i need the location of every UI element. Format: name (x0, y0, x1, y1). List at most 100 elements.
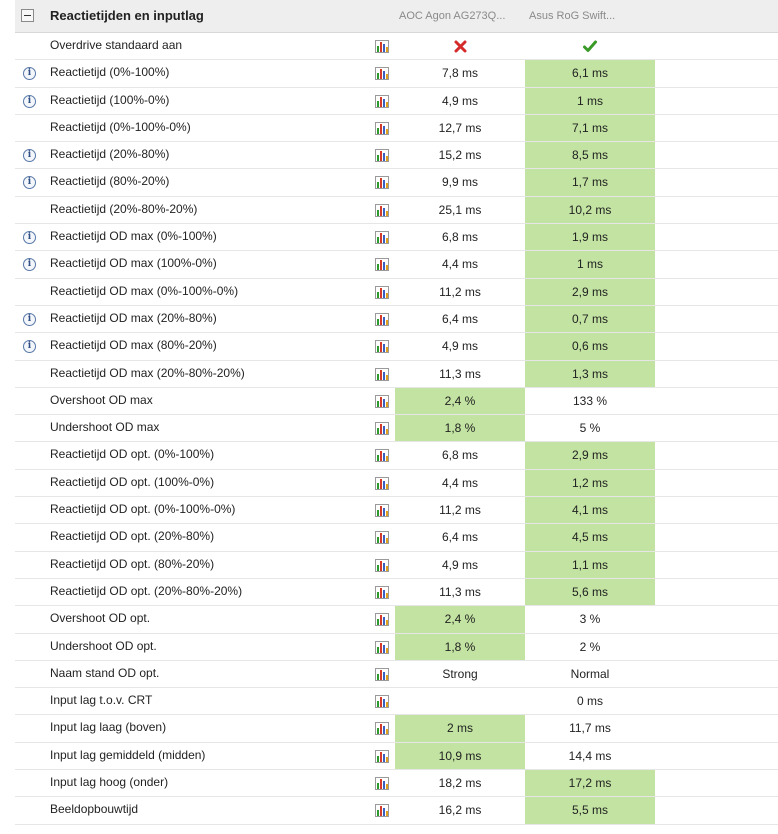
bar-chart-icon[interactable] (375, 749, 389, 763)
value-aoc: 6,4 ms (441, 530, 478, 545)
value-aoc: 10,9 ms (395, 742, 525, 771)
bar-chart-icon[interactable] (375, 121, 389, 135)
row-label: Reactietijd OD max (0%-100%) (50, 229, 217, 244)
bar-chart-icon[interactable] (375, 531, 389, 545)
bar-chart-icon[interactable] (375, 613, 389, 627)
table-row: Overdrive standaard aan (0, 33, 778, 61)
info-icon[interactable]: i (23, 176, 36, 190)
row-label: Overshoot OD opt. (50, 611, 151, 626)
row-label: Overdrive standaard aan (50, 38, 183, 52)
bar-chart-icon[interactable] (375, 149, 389, 163)
value-asus: 1,7 ms (525, 169, 655, 197)
value-asus: 0,7 ms (525, 305, 655, 334)
table-row: i Reactietijd OD max (20%-80%) 6,4 ms 0,7 m… (0, 305, 778, 334)
bar-chart-icon[interactable] (375, 312, 389, 326)
bar-chart-icon[interactable] (375, 804, 389, 818)
info-icon[interactable]: i (23, 340, 36, 354)
table-row: i Reactietijd OD max (0%-100%) 6,8 ms 1,9 m… (0, 224, 778, 252)
row-divider (15, 605, 778, 607)
row-divider (15, 386, 778, 388)
info-icon[interactable]: i (23, 312, 36, 326)
bar-chart-icon[interactable] (375, 203, 389, 217)
value-asus: 2 % (579, 639, 601, 654)
bar-chart-icon[interactable] (375, 640, 389, 654)
row-divider (15, 632, 778, 634)
bar-chart-icon[interactable] (375, 777, 389, 791)
row-label: Reactietijd OD opt. (0%-100%-0%) (50, 502, 236, 517)
value-aoc: 16,2 ms (438, 803, 482, 818)
value-asus: 1 ms (525, 251, 655, 279)
row-label: Reactietijd (100%-0%) (50, 92, 170, 107)
row-divider (15, 304, 778, 306)
check-icon (583, 39, 597, 53)
value-asus: 133 % (572, 393, 608, 408)
bar-chart-icon[interactable] (375, 394, 389, 408)
info-icon[interactable]: i (23, 94, 36, 108)
table-row: Reactietijd OD opt. (100%-0%) 4,4 ms 1,2 m… (0, 469, 778, 498)
bar-chart-icon[interactable] (375, 258, 389, 272)
bar-chart-icon[interactable] (375, 94, 389, 108)
value-aoc: 15,2 ms (438, 148, 482, 163)
table-row: Reactietijd OD opt. (80%-20%) 4,9 ms 1,1 m… (0, 551, 778, 579)
bar-chart-icon[interactable] (375, 722, 389, 736)
value-aoc: 11,2 ms (439, 503, 481, 518)
column-header-asus[interactable]: Asus RoG Swift... (529, 10, 616, 22)
bar-chart-icon[interactable] (375, 585, 389, 599)
row-divider (15, 741, 778, 743)
value-asus: 7,1 ms (525, 114, 655, 143)
collapse-icon[interactable] (21, 9, 34, 22)
info-icon[interactable]: i (23, 67, 36, 81)
column-header-aoc[interactable]: AOC Agon AG273Q... (399, 10, 506, 22)
row-divider (15, 714, 778, 716)
row-label: Reactietijd (0%-100%-0%) (50, 119, 191, 134)
bar-chart-icon[interactable] (375, 504, 389, 518)
row-label: Reactietijd OD opt. (0%-100%) (50, 447, 215, 462)
bar-chart-icon[interactable] (375, 285, 389, 299)
value-aoc: 18,2 ms (438, 776, 482, 791)
value-aoc: 7,8 ms (441, 66, 478, 81)
info-icon[interactable]: i (23, 149, 36, 163)
row-label: Reactietijd OD opt. (100%-0%) (50, 474, 215, 489)
table-row: i Reactietijd (0%-100%) 7,8 ms 6,1 ms (0, 60, 778, 88)
row-label: Reactietijd OD max (20%-80%) (50, 310, 217, 325)
value-asus: 10,2 ms (525, 196, 655, 225)
bar-chart-icon[interactable] (375, 176, 389, 190)
section-header[interactable]: Reactietijden en inputlag AOC Agon AG273… (15, 0, 778, 33)
table-row: Reactietijd OD max (0%-100%-0%) 11,2 ms 2,… (0, 278, 778, 306)
bar-chart-icon[interactable] (375, 40, 389, 53)
bar-chart-icon[interactable] (375, 667, 389, 681)
table-row: i Reactietijd (80%-20%) 9,9 ms 1,7 ms (0, 169, 778, 197)
value-asus: 3 % (579, 612, 601, 627)
value-asus: 2,9 ms (525, 278, 655, 306)
table-row: Input lag t.o.v. CRT 0 ms (0, 688, 778, 716)
value-aoc: 4,9 ms (441, 339, 478, 354)
row-divider (15, 659, 778, 661)
value-aoc: 2,4 % (395, 606, 525, 634)
table-row: Overshoot OD max 2,4 % 133 % (0, 387, 778, 416)
table-row: i Reactietijd (20%-80%) 15,2 ms 8,5 ms (0, 142, 778, 170)
table-row: Reactietijd OD opt. (20%-80%-20%) 11,3 ms… (0, 578, 778, 607)
row-label: Reactietijd OD max (20%-80%-20%) (50, 365, 245, 380)
bar-chart-icon[interactable] (375, 558, 389, 572)
bar-chart-icon[interactable] (375, 422, 389, 436)
bar-chart-icon[interactable] (375, 449, 389, 463)
bar-chart-icon[interactable] (375, 695, 389, 709)
bar-chart-icon[interactable] (375, 367, 389, 381)
row-divider (15, 250, 778, 252)
value-aoc: 2 ms (395, 715, 525, 743)
row-divider (15, 496, 778, 498)
bar-chart-icon[interactable] (375, 476, 389, 490)
table-row: Naam stand OD opt. Strong Normal (0, 661, 778, 689)
value-asus: Normal (570, 666, 610, 681)
bar-chart-icon[interactable] (375, 231, 389, 245)
row-divider (15, 577, 778, 579)
info-icon[interactable]: i (23, 258, 36, 272)
row-divider (15, 414, 778, 416)
value-aoc: 2,4 % (395, 387, 525, 416)
value-asus: 4,5 ms (525, 524, 655, 552)
info-icon[interactable]: i (23, 231, 36, 245)
row-label: Undershoot OD max (50, 420, 160, 435)
bar-chart-icon[interactable] (375, 340, 389, 354)
value-asus: 1,9 ms (525, 224, 655, 252)
bar-chart-icon[interactable] (375, 67, 389, 81)
